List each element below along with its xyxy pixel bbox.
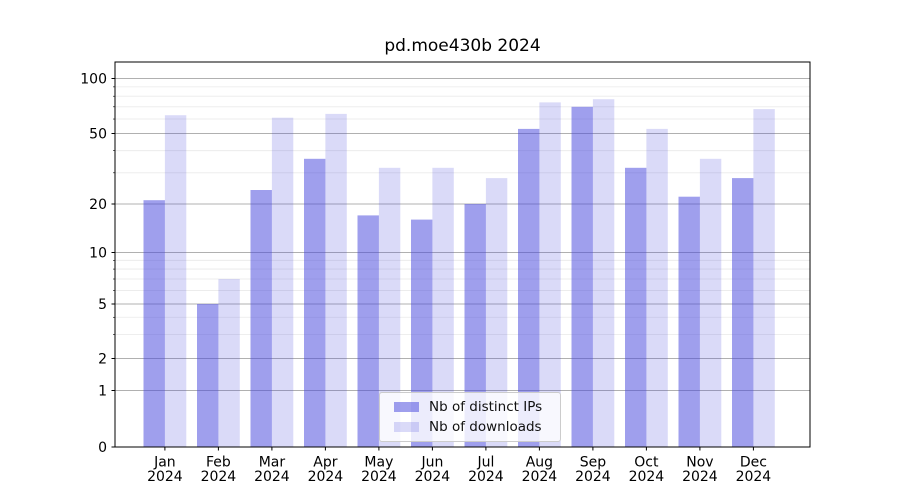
y-tick-label: 100: [80, 72, 107, 88]
bar-mar-downloads: [271, 117, 294, 447]
x-tick-label-year: 2024: [308, 469, 344, 485]
x-tick-label-month: Dec: [740, 455, 767, 471]
bar-jun-downloads: [432, 167, 454, 448]
bar-apr-downloads: [325, 113, 347, 448]
x-tick-label-month: Nov: [686, 455, 713, 471]
x-tick-label-month: Jun: [420, 455, 443, 471]
bar-feb-downloads: [218, 279, 240, 447]
y-tick-label: 10: [89, 246, 107, 262]
bar-apr-distinct-ips: [304, 158, 326, 448]
x-tick-label-month: Mar: [259, 455, 286, 471]
y-tick-label: 0: [98, 440, 107, 456]
x-tick-label-month: Jul: [476, 455, 494, 471]
bar-aug-downloads: [539, 102, 561, 448]
x-tick-label-year: 2024: [361, 469, 397, 485]
y-tick-label: 1: [98, 384, 107, 400]
legend-item-downloads: Nb of downloads: [394, 419, 552, 435]
bar-jul-downloads: [485, 178, 508, 447]
x-tick-label-year: 2024: [468, 469, 504, 485]
x-tick-label-year: 2024: [575, 469, 611, 485]
x-tick-label-year: 2024: [522, 469, 558, 485]
legend-swatch-downloads: [394, 422, 419, 432]
bar-sep-downloads: [592, 99, 615, 447]
bar-jun-distinct-ips: [411, 219, 433, 447]
y-tick-label: 50: [89, 127, 107, 143]
bar-jul-distinct-ips: [464, 204, 486, 447]
y-tick-label: 20: [89, 197, 107, 213]
x-tick-label-year: 2024: [201, 469, 237, 485]
bar-feb-distinct-ips: [197, 304, 219, 447]
bar-jan-distinct-ips: [143, 200, 165, 447]
x-tick-label-year: 2024: [254, 469, 290, 485]
bar-aug-distinct-ips: [518, 128, 540, 447]
x-tick-label-year: 2024: [415, 469, 451, 485]
bar-mar-distinct-ips: [250, 190, 272, 447]
x-tick-label-month: Oct: [634, 455, 659, 471]
legend-label-downloads: Nb of downloads: [429, 419, 542, 435]
bar-may-downloads: [378, 167, 401, 448]
bar-sep-distinct-ips: [571, 106, 593, 448]
bar-dec-distinct-ips: [732, 178, 754, 447]
x-tick-label-month: Aug: [526, 455, 553, 471]
bar-oct-distinct-ips: [625, 167, 647, 448]
chart-title: pd.moe430b 2024: [384, 36, 541, 56]
x-tick-label-month: Jan: [153, 455, 176, 471]
x-tick-label-month: May: [364, 455, 393, 471]
x-tick-label-year: 2024: [736, 469, 772, 485]
x-tick-label-month: Apr: [313, 455, 337, 471]
x-tick-label-year: 2024: [147, 469, 183, 485]
legend-swatch-distinct-ips: [394, 402, 419, 412]
legend-label-distinct-ips: Nb of distinct IPs: [429, 399, 543, 415]
bar-nov-distinct-ips: [678, 196, 700, 447]
legend: Nb of distinct IPs Nb of downloads: [379, 392, 561, 442]
bar-oct-downloads: [646, 128, 668, 447]
x-tick-label-year: 2024: [629, 469, 665, 485]
y-tick-label: 5: [98, 297, 107, 313]
y-tick-label: 2: [98, 352, 107, 368]
bar-dec-downloads: [753, 109, 775, 447]
legend-item-distinct-ips: Nb of distinct IPs: [394, 399, 552, 415]
x-tick-label-month: Feb: [206, 455, 231, 471]
x-tick-label-month: Sep: [580, 455, 607, 471]
axes-frame: [114, 61, 811, 448]
bar-jan-downloads: [164, 115, 187, 447]
bar-may-distinct-ips: [357, 215, 379, 447]
x-tick-label-year: 2024: [682, 469, 718, 485]
bar-nov-downloads: [699, 158, 722, 448]
